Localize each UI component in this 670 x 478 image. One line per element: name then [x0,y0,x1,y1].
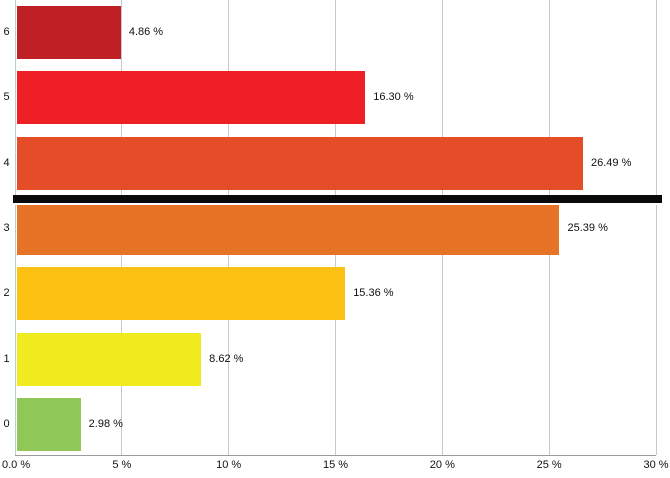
value-label-5: 16.30 % [373,91,414,104]
plot-area: 4.86 % 16.30 % 26.49 % 25.39 % 15.36 % 8.62 %… [15,0,657,455]
bar-category-3 [17,201,560,255]
bar-category-6 [17,6,121,59]
separator-line [13,195,662,205]
bar-category-4 [17,136,583,190]
category-label-2: 2 [3,287,10,300]
category-label-5: 5 [3,91,10,104]
x-tick-label-25%: 25 % [536,459,562,471]
x-tick-label-15%: 15 % [322,459,349,471]
category-label-1: 1 [3,352,10,365]
x-tick-label-10%: 10 % [216,459,242,471]
bar-category-0 [17,397,81,451]
y-axis-line [15,0,16,455]
x-tick-label-0.0%: 0.0 % [2,459,31,471]
category-label-0: 0 [3,417,10,430]
value-label-2: 15.36 % [353,287,394,300]
value-label-6: 4.86 % [128,26,164,38]
x-axis-line [15,455,656,456]
category-label-6: 6 [3,26,10,38]
value-label-4: 26.49 % [591,156,632,169]
bar-category-5 [17,71,366,125]
x-tick-label-30%: 30 % [643,459,669,471]
gridline-30% [655,0,657,455]
x-tick-label-20%: 20 % [429,459,455,471]
value-label-1: 8.62 % [209,352,244,365]
category-label-3: 3 [3,221,10,234]
bar-category-2 [17,267,346,321]
value-label-0: 2.98 % [88,417,123,430]
bar-category-1 [17,332,202,386]
x-tick-label-5%: 5 % [112,459,132,471]
value-label-3: 25.39 % [567,221,608,234]
category-label-4: 4 [3,156,10,169]
